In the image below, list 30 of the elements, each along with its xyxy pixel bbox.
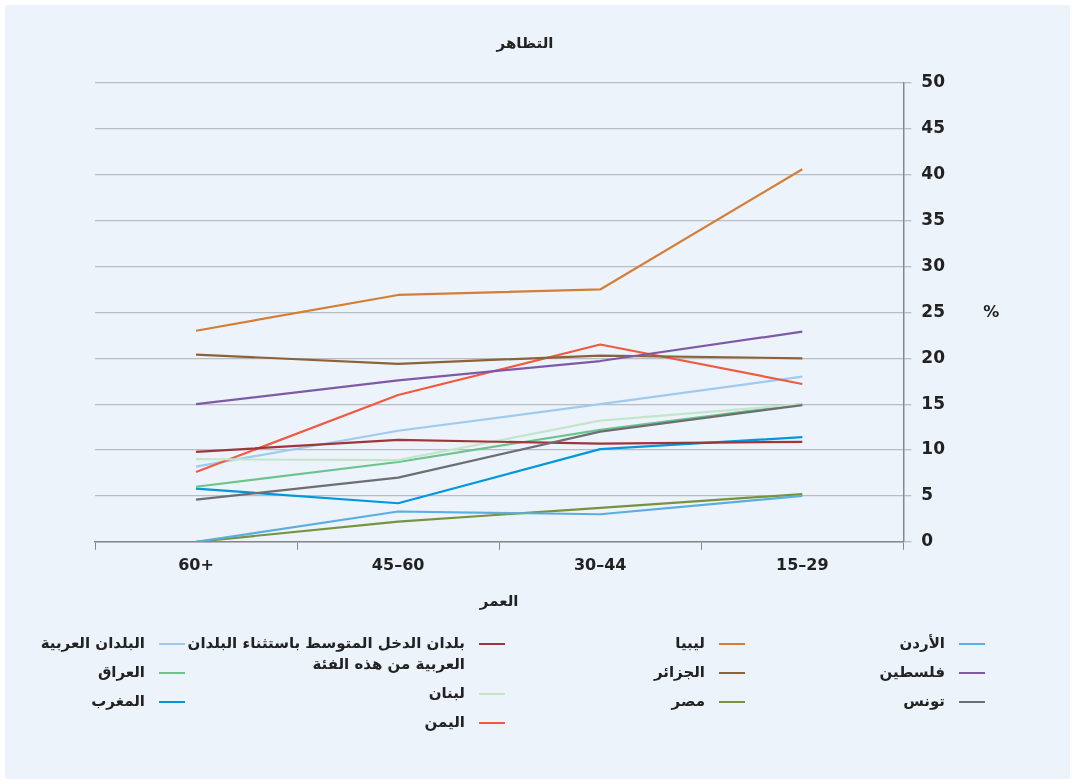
x-tick-label: 60+: [178, 554, 214, 574]
x-axis-title: العمر: [478, 591, 519, 610]
x-tick-label: 15–29: [776, 554, 829, 574]
y-axis-title: %: [983, 301, 1000, 321]
y-tick-label: 40: [921, 163, 946, 184]
x-tick-label: 30–44: [573, 554, 627, 574]
y-tick-label: 30: [921, 254, 946, 275]
y-tick-label: 0: [921, 530, 934, 551]
chart-title: التظاهر: [495, 33, 554, 52]
legend-label: الأردن: [898, 633, 945, 654]
legend-label: مصر: [670, 691, 705, 712]
legend-label: البلدان العربية: [39, 633, 145, 654]
legend-label: اليمن: [423, 712, 465, 733]
y-tick-label: 10: [921, 438, 946, 459]
y-tick-label: 15: [921, 392, 946, 413]
y-tick-label: 50: [921, 71, 946, 92]
legend-label: العراق: [96, 662, 145, 683]
legend-label: الجزائر: [652, 662, 705, 683]
y-tick-label: 20: [921, 346, 946, 367]
legend-label: المغرب: [90, 691, 145, 712]
y-tick-label: 25: [921, 300, 946, 321]
legend-label: لبنان: [427, 683, 465, 704]
legend-label: بلدان الدخل المتوسط باستثناء البلدان العربية من هذه الفئة: [186, 633, 465, 675]
y-tick-label: 5: [921, 484, 934, 505]
legend-label: تونس: [902, 691, 945, 712]
y-tick-label: 45: [921, 117, 946, 138]
legend-label: فلسطين: [878, 662, 945, 683]
x-tick-label: 45–60: [371, 554, 425, 574]
y-tick-label: 35: [921, 209, 946, 230]
legend-label: ليبيا: [674, 633, 705, 654]
